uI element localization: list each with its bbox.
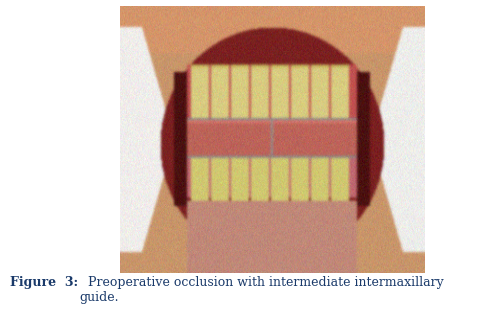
Text: Preoperative occlusion with intermediate intermaxillary
guide.: Preoperative occlusion with intermediate… [80, 276, 443, 304]
Text: Figure  3:: Figure 3: [10, 276, 78, 289]
